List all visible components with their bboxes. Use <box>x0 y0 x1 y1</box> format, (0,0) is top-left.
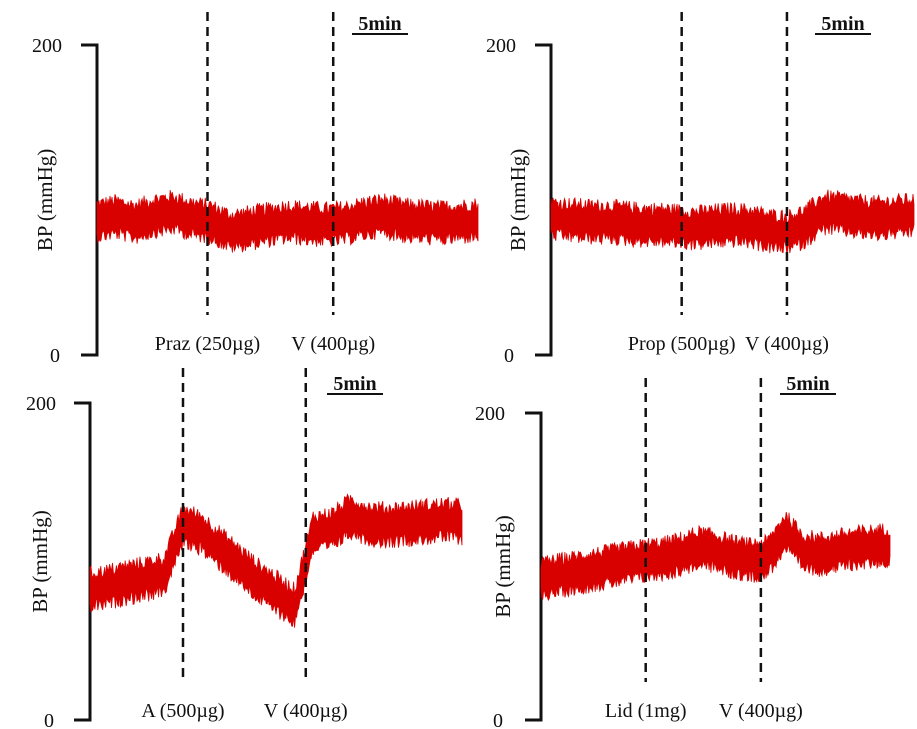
y-axis-label: BP (mmHg) <box>491 515 515 617</box>
y-tick-label: 0 <box>504 345 514 367</box>
y-axis <box>81 43 99 357</box>
y-tick-label: 0 <box>493 710 503 729</box>
y-tick-label: 200 <box>475 403 505 425</box>
y-tick-label: 200 <box>26 393 56 415</box>
y-axis <box>525 411 543 722</box>
y-tick-label: 200 <box>486 35 516 57</box>
y-axis-label: BP (mmHg) <box>28 510 52 612</box>
event-label: Lid (1mg) <box>605 700 687 722</box>
bp-trace-series <box>550 189 915 256</box>
y-tick-label: 200 <box>32 35 62 57</box>
bp-trace-series <box>96 190 479 253</box>
bp-trace-series <box>540 511 891 602</box>
event-label: V (400µg) <box>264 700 348 722</box>
time-scale-bar: 5min <box>821 13 864 35</box>
time-scale-bar: 5min <box>333 373 376 395</box>
event-label: Praz (250µg) <box>155 333 260 355</box>
bp-panel-3: 200 0 BP (mmHg) A (500µg) V (400µg) 5min <box>26 368 463 729</box>
y-axis-label: BP (mmHg) <box>506 149 530 251</box>
y-tick-label: 0 <box>50 345 60 367</box>
event-label: A (500µg) <box>141 700 224 722</box>
event-label: V (400µg) <box>745 333 829 355</box>
y-tick-label: 0 <box>44 710 54 729</box>
event-label: V (400µg) <box>719 700 803 722</box>
bp-panel-1: 200 0 BP (mmHg) Praz (250µg) V (400µg) 5min <box>32 12 479 367</box>
time-scale-bar: 5min <box>358 13 401 35</box>
event-label: V (400µg) <box>291 333 375 355</box>
time-scale-bar: 5min <box>786 373 829 395</box>
event-label: Prop (500µg) <box>628 333 736 355</box>
bp-panel-4: 200 0 BP (mmHg) Lid (1mg) V (400µg) 5min <box>475 373 891 729</box>
y-axis <box>74 401 92 722</box>
bp-panel-2: 200 0 BP (mmHg) Prop (500µg) V (400µg) 5min <box>486 12 915 367</box>
y-axis-label: BP (mmHg) <box>33 149 57 251</box>
bp-trace-series <box>89 493 463 628</box>
y-axis <box>535 43 553 357</box>
